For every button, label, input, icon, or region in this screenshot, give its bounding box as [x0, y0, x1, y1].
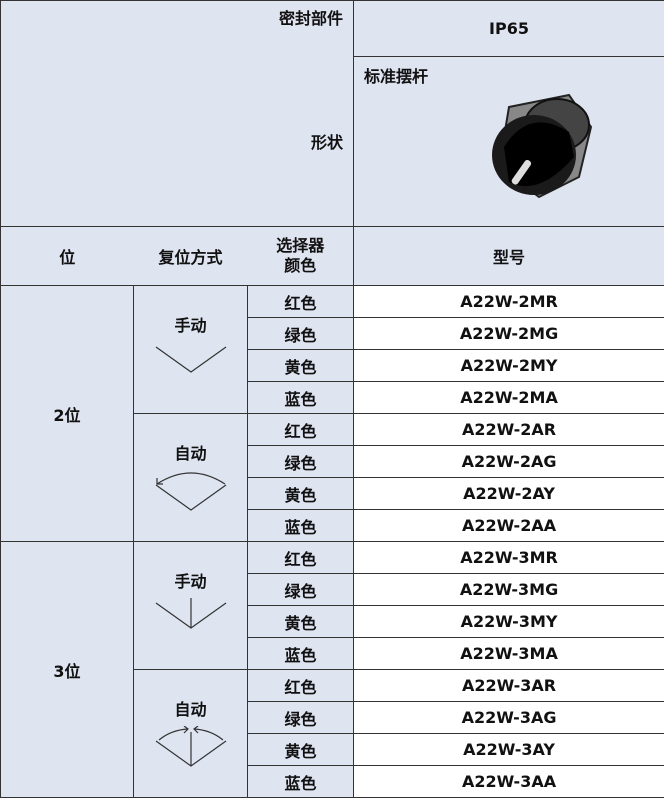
reset-cell: 自动	[134, 414, 248, 542]
model-cell: A22W-3MA	[354, 638, 664, 670]
reset-cell: 手动	[134, 286, 248, 414]
model-cell: A22W-2AA	[354, 510, 664, 542]
color-cell: 绿色	[248, 318, 354, 350]
reset-icon	[151, 342, 231, 384]
seal-label: 密封部件	[1, 1, 354, 57]
color-cell: 黄色	[248, 734, 354, 766]
color-cell: 红色	[248, 286, 354, 318]
model-cell: A22W-2MG	[354, 318, 664, 350]
color-cell: 红色	[248, 414, 354, 446]
color-cell: 红色	[248, 670, 354, 702]
model-cell: A22W-3MY	[354, 606, 664, 638]
seal-row: 密封部件 IP65	[1, 1, 664, 57]
reset-icon	[151, 726, 231, 768]
reset-label: 手动	[134, 568, 247, 592]
color-cell: 红色	[248, 542, 354, 574]
color-cell: 蓝色	[248, 382, 354, 414]
color-cell: 绿色	[248, 702, 354, 734]
knob-image	[479, 87, 599, 207]
shape-cell: 标准摆杆	[354, 57, 664, 227]
seal-value: IP65	[354, 1, 664, 57]
model-cell: A22W-2MA	[354, 382, 664, 414]
reset-label: 手动	[134, 312, 247, 336]
model-cell: A22W-3AR	[354, 670, 664, 702]
reset-icon	[151, 470, 231, 512]
column-header-row: 位 复位方式 选择器颜色 型号	[1, 227, 664, 286]
model-cell: A22W-2MY	[354, 350, 664, 382]
model-cell: A22W-3MG	[354, 574, 664, 606]
position-cell: 2位	[1, 286, 134, 542]
model-cell: A22W-2MR	[354, 286, 664, 318]
reset-label: 自动	[134, 696, 247, 720]
color-cell: 黄色	[248, 350, 354, 382]
col-color: 选择器颜色	[248, 227, 354, 286]
model-cell: A22W-3AY	[354, 734, 664, 766]
col-position: 位	[1, 227, 134, 286]
color-cell: 绿色	[248, 446, 354, 478]
col-model: 型号	[354, 227, 664, 286]
position-cell: 3位	[1, 542, 134, 798]
model-cell: A22W-3AG	[354, 702, 664, 734]
reset-icon	[151, 598, 231, 640]
model-cell: A22W-3AA	[354, 766, 664, 798]
reset-cell: 手动	[134, 542, 248, 670]
reset-label: 自动	[134, 440, 247, 464]
color-cell: 蓝色	[248, 638, 354, 670]
col-color-text: 选择器颜色	[274, 236, 327, 276]
model-cell: A22W-2AR	[354, 414, 664, 446]
model-cell: A22W-2AY	[354, 478, 664, 510]
color-cell: 蓝色	[248, 510, 354, 542]
model-cell: A22W-2AG	[354, 446, 664, 478]
color-cell: 蓝色	[248, 766, 354, 798]
shape-value: 标准摆杆	[364, 63, 428, 87]
shape-label: 形状	[1, 57, 354, 227]
color-cell: 黄色	[248, 478, 354, 510]
col-reset: 复位方式	[134, 227, 248, 286]
shape-row: 形状 标准摆杆	[1, 57, 664, 227]
model-cell: A22W-3MR	[354, 542, 664, 574]
color-cell: 黄色	[248, 606, 354, 638]
color-cell: 绿色	[248, 574, 354, 606]
reset-cell: 自动	[134, 670, 248, 798]
